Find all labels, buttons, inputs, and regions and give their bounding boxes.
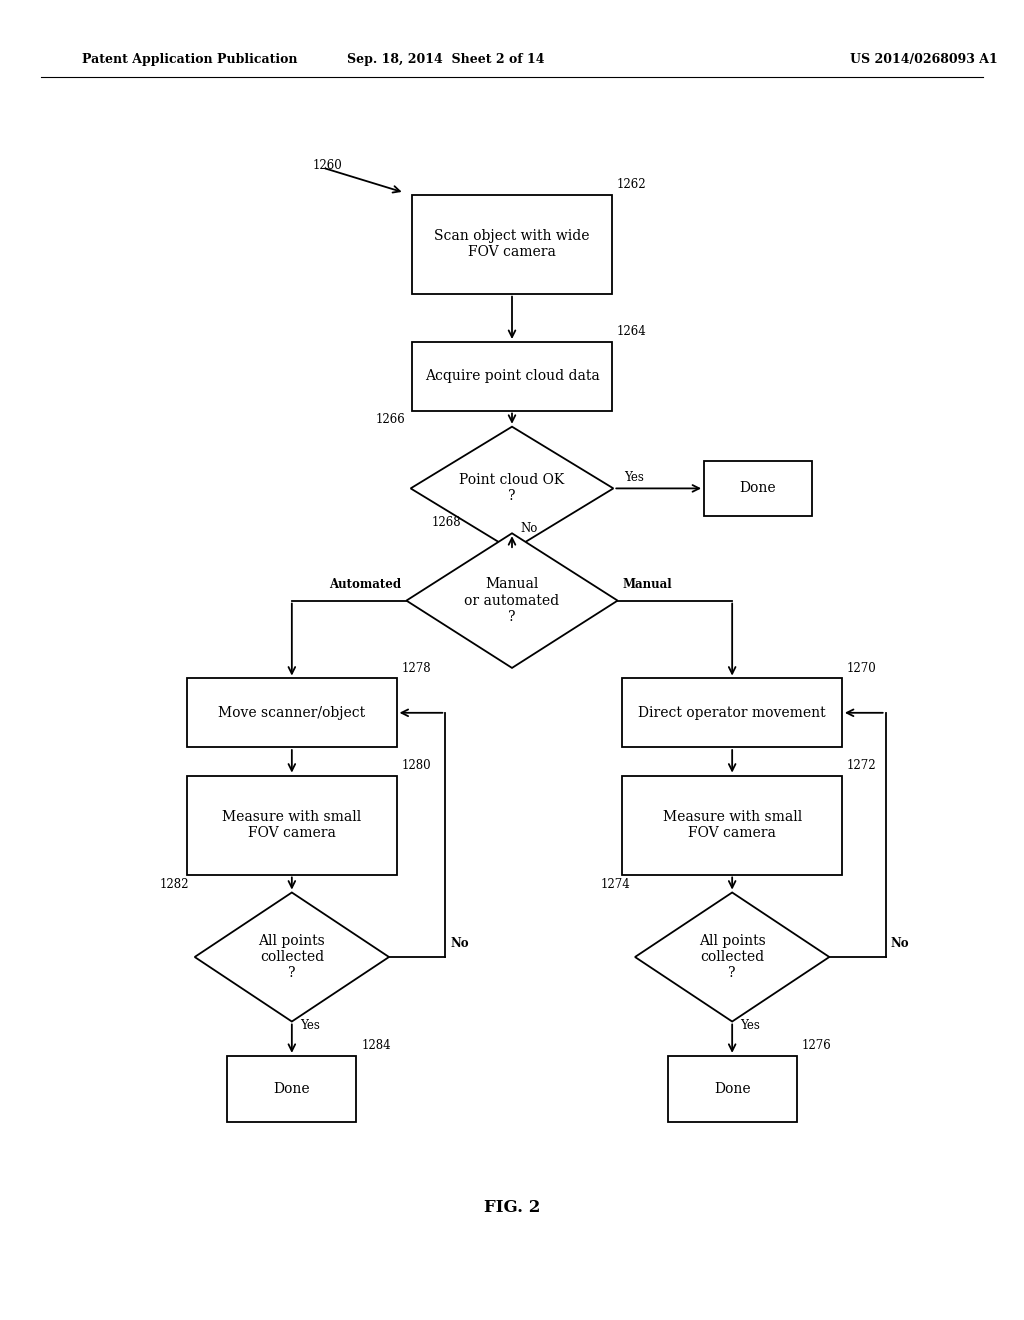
Text: 1282: 1282 <box>160 878 189 891</box>
Text: All points
collected
?: All points collected ? <box>698 933 766 981</box>
Bar <box>705 461 811 516</box>
Bar <box>623 775 842 874</box>
Text: 1260: 1260 <box>312 158 342 172</box>
Polygon shape <box>635 892 829 1022</box>
Bar <box>412 195 611 294</box>
Text: Acquire point cloud data: Acquire point cloud data <box>425 370 599 383</box>
Bar <box>623 678 842 747</box>
Text: 1284: 1284 <box>361 1039 391 1052</box>
Text: 1280: 1280 <box>401 759 431 771</box>
Text: No: No <box>891 937 909 950</box>
Bar <box>412 342 611 411</box>
Text: Automated: Automated <box>329 578 401 591</box>
Text: 1268: 1268 <box>432 516 461 529</box>
Text: Yes: Yes <box>624 471 643 484</box>
Text: Move scanner/object: Move scanner/object <box>218 706 366 719</box>
Text: No: No <box>451 937 469 950</box>
Text: 1272: 1272 <box>847 759 877 771</box>
Text: FIG. 2: FIG. 2 <box>483 1200 541 1216</box>
Text: 1264: 1264 <box>616 325 647 338</box>
Text: All points
collected
?: All points collected ? <box>258 933 326 981</box>
Bar <box>187 775 396 874</box>
Polygon shape <box>407 533 617 668</box>
Text: Done: Done <box>714 1082 751 1096</box>
Text: Patent Application Publication: Patent Application Publication <box>82 53 297 66</box>
Text: 1266: 1266 <box>376 413 406 425</box>
Text: Manual: Manual <box>623 578 673 591</box>
Text: Sep. 18, 2014  Sheet 2 of 14: Sep. 18, 2014 Sheet 2 of 14 <box>347 53 544 66</box>
Text: Done: Done <box>739 482 776 495</box>
Text: 1270: 1270 <box>847 661 877 675</box>
Polygon shape <box>411 426 613 550</box>
Text: 1274: 1274 <box>600 878 630 891</box>
Bar <box>668 1056 797 1122</box>
Text: Point cloud OK
?: Point cloud OK ? <box>460 474 564 503</box>
Text: Measure with small
FOV camera: Measure with small FOV camera <box>222 810 361 840</box>
Text: 1276: 1276 <box>802 1039 831 1052</box>
Text: Direct operator movement: Direct operator movement <box>638 706 826 719</box>
Text: Scan object with wide
FOV camera: Scan object with wide FOV camera <box>434 230 590 259</box>
Text: Done: Done <box>273 1082 310 1096</box>
Text: Manual
or automated
?: Manual or automated ? <box>465 577 559 624</box>
Text: 1262: 1262 <box>616 178 646 190</box>
Polygon shape <box>195 892 389 1022</box>
Text: 1278: 1278 <box>401 661 431 675</box>
Text: Yes: Yes <box>740 1019 760 1032</box>
Bar <box>187 678 396 747</box>
Text: Measure with small
FOV camera: Measure with small FOV camera <box>663 810 802 840</box>
Text: Yes: Yes <box>300 1019 319 1032</box>
Bar <box>227 1056 356 1122</box>
Text: No: No <box>520 521 538 535</box>
Text: US 2014/0268093 A1: US 2014/0268093 A1 <box>850 53 997 66</box>
